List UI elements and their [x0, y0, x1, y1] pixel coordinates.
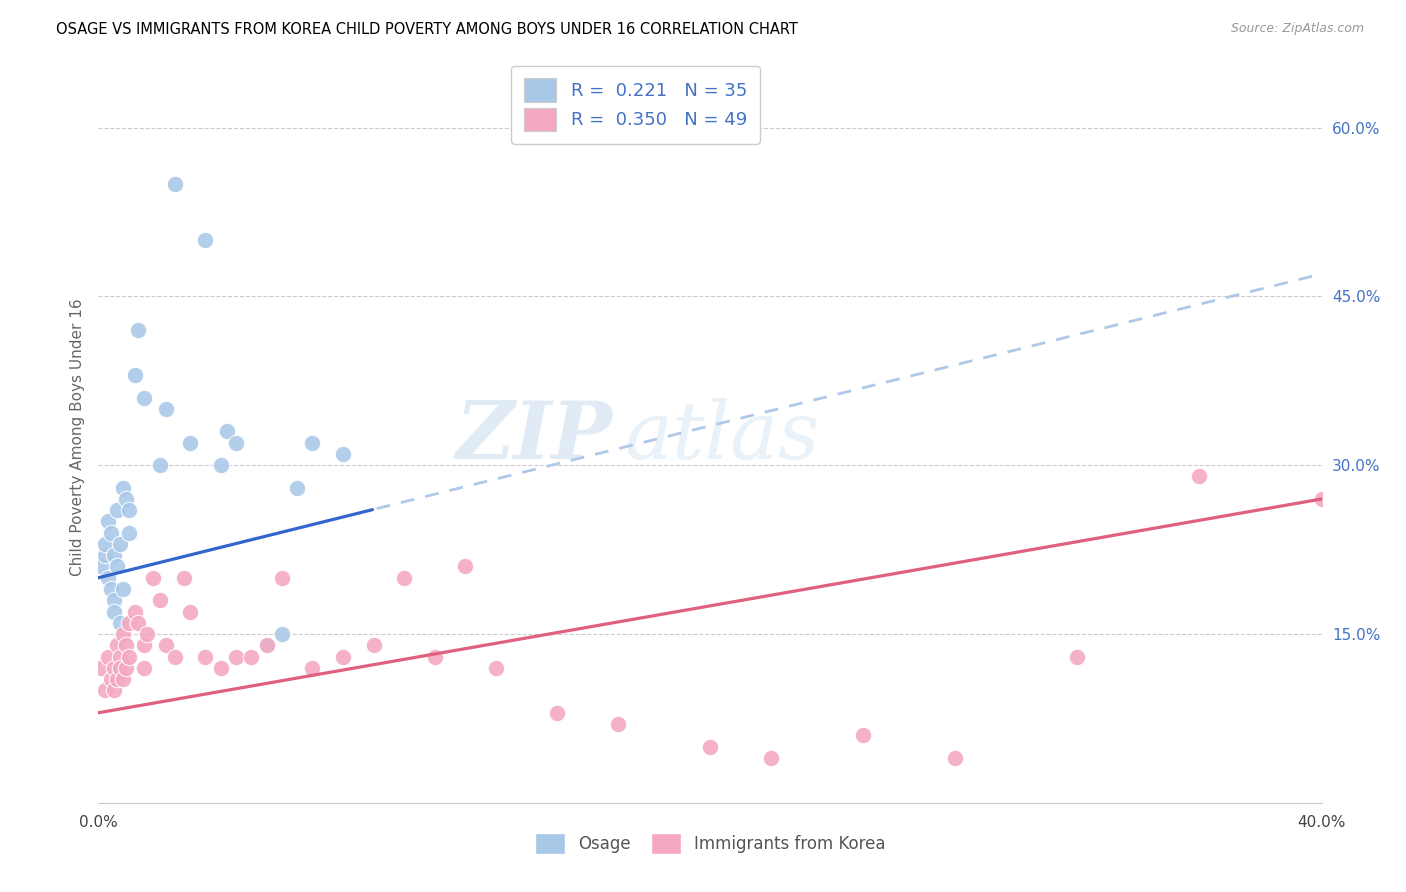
Point	[134, 661, 156, 675]
Point	[225, 649, 247, 664]
Point	[134, 638, 156, 652]
Point	[173, 571, 195, 585]
Point	[100, 525, 122, 540]
Point	[103, 605, 125, 619]
Point	[118, 615, 141, 630]
Point	[124, 605, 146, 619]
Point	[332, 447, 354, 461]
Point	[485, 661, 508, 675]
Point	[149, 593, 172, 607]
Y-axis label: Child Poverty Among Boys Under 16: Child Poverty Among Boys Under 16	[69, 298, 84, 576]
Point	[108, 615, 131, 630]
Point	[759, 751, 782, 765]
Point	[546, 706, 568, 720]
Point	[607, 717, 630, 731]
Point	[100, 582, 122, 596]
Point	[97, 571, 120, 585]
Point	[111, 582, 134, 596]
Point	[97, 515, 120, 529]
Point	[115, 491, 138, 506]
Point	[103, 661, 125, 675]
Point	[194, 233, 217, 247]
Point	[225, 435, 247, 450]
Point	[124, 368, 146, 383]
Point	[93, 537, 115, 551]
Point	[111, 627, 134, 641]
Text: Source: ZipAtlas.com: Source: ZipAtlas.com	[1230, 22, 1364, 36]
Point	[115, 661, 138, 675]
Point	[332, 649, 354, 664]
Point	[215, 425, 238, 439]
Point	[363, 638, 385, 652]
Point	[256, 638, 278, 652]
Point	[127, 323, 149, 337]
Point	[699, 739, 721, 754]
Point	[103, 683, 125, 698]
Point	[270, 571, 292, 585]
Point	[90, 559, 112, 574]
Legend: Osage, Immigrants from Korea: Osage, Immigrants from Korea	[529, 827, 891, 860]
Point	[127, 615, 149, 630]
Point	[256, 638, 278, 652]
Point	[240, 649, 263, 664]
Point	[111, 672, 134, 686]
Point	[194, 649, 217, 664]
Point	[118, 503, 141, 517]
Point	[392, 571, 416, 585]
Point	[108, 661, 131, 675]
Point	[118, 525, 141, 540]
Point	[100, 672, 122, 686]
Point	[105, 672, 128, 686]
Point	[155, 401, 177, 416]
Point	[301, 661, 323, 675]
Point	[134, 391, 156, 405]
Point	[163, 177, 186, 191]
Point	[142, 571, 165, 585]
Point	[103, 548, 125, 562]
Point	[209, 661, 232, 675]
Point	[179, 435, 201, 450]
Point	[90, 661, 112, 675]
Point	[163, 649, 186, 664]
Point	[97, 649, 120, 664]
Point	[105, 559, 128, 574]
Point	[209, 458, 232, 473]
Point	[118, 649, 141, 664]
Point	[1188, 469, 1211, 483]
Point	[105, 638, 128, 652]
Point	[149, 458, 172, 473]
Point	[285, 481, 308, 495]
Text: ZIP: ZIP	[456, 399, 612, 475]
Point	[155, 638, 177, 652]
Point	[270, 627, 292, 641]
Point	[423, 649, 446, 664]
Text: atlas: atlas	[624, 399, 820, 475]
Point	[105, 503, 128, 517]
Point	[93, 683, 115, 698]
Point	[1066, 649, 1088, 664]
Point	[108, 649, 131, 664]
Point	[93, 548, 115, 562]
Point	[111, 481, 134, 495]
Point	[1310, 491, 1333, 506]
Text: OSAGE VS IMMIGRANTS FROM KOREA CHILD POVERTY AMONG BOYS UNDER 16 CORRELATION CHA: OSAGE VS IMMIGRANTS FROM KOREA CHILD POV…	[56, 22, 799, 37]
Point	[103, 593, 125, 607]
Point	[454, 559, 477, 574]
Point	[108, 537, 131, 551]
Point	[852, 728, 875, 742]
Point	[136, 627, 159, 641]
Point	[115, 638, 138, 652]
Point	[179, 605, 201, 619]
Point	[943, 751, 966, 765]
Point	[301, 435, 323, 450]
